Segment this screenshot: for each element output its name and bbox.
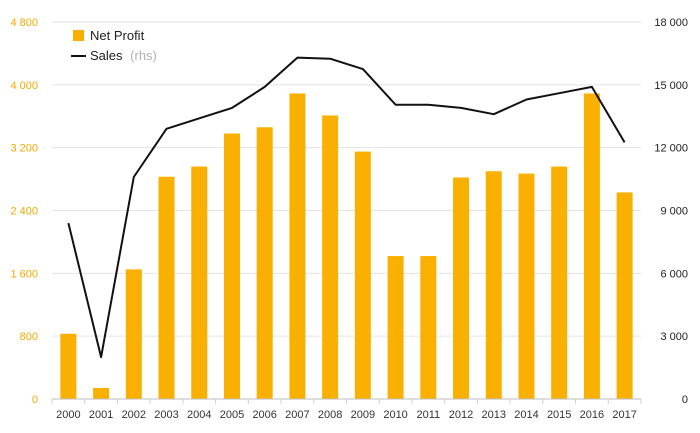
bar-net-profit-2014 xyxy=(518,173,535,399)
bar-net-profit-2003 xyxy=(158,176,175,399)
y-left-tick-label-0: 0 xyxy=(32,394,38,406)
y-right-tick-label-3: 9 000 xyxy=(660,206,688,218)
x-tick-label-2000: 2000 xyxy=(56,409,80,421)
y-left-tick-label-5: 4 000 xyxy=(10,80,38,92)
x-tick-label-2012: 2012 xyxy=(449,409,473,421)
gridlines xyxy=(52,21,641,400)
x-tick-label-2016: 2016 xyxy=(580,409,604,421)
x-tick-label-2002: 2002 xyxy=(122,409,146,421)
x-tick-label-2015: 2015 xyxy=(547,409,571,421)
bar-net-profit-2005 xyxy=(223,133,240,399)
legend-label-sales-suffix: (rhs) xyxy=(130,48,157,63)
sales-line xyxy=(67,56,626,359)
bar-net-profit-2004 xyxy=(191,166,208,399)
x-tick-label-2010: 2010 xyxy=(383,409,407,421)
y-right-tick-label-5: 15 000 xyxy=(654,80,688,92)
bar-net-profit-2010 xyxy=(387,256,404,399)
x-tick-label-2008: 2008 xyxy=(318,409,342,421)
x-tick-label-2007: 2007 xyxy=(285,409,309,421)
bar-net-profit-2011 xyxy=(420,256,437,399)
bar-net-profit-2013 xyxy=(485,171,502,399)
bar-net-profit-2012 xyxy=(453,177,470,399)
bar-net-profit-2007 xyxy=(289,93,306,400)
y-left-tick-label-3: 2 400 xyxy=(10,206,38,218)
x-tick-label-2005: 2005 xyxy=(220,409,244,421)
x-tick-label-2017: 2017 xyxy=(612,409,636,421)
legend-label-sales: Sales (rhs) xyxy=(90,48,157,63)
y-left-tick-label-4: 3 200 xyxy=(10,143,38,155)
y-left-tick-label-6: 4 800 xyxy=(10,17,38,29)
x-tick-label-2006: 2006 xyxy=(252,409,276,421)
x-tick-label-2001: 2001 xyxy=(89,409,113,421)
axes: 2000 2001 2002 2003 2004 2005 2006 2007 2008 2009… xyxy=(10,17,688,421)
y-left-tick-label-1: 800 xyxy=(20,331,38,343)
bar-net-profit-2008 xyxy=(322,115,339,399)
bar-net-profit-2015 xyxy=(551,166,568,399)
bar-net-profit-2000 xyxy=(60,333,77,399)
sales-line-group xyxy=(67,56,626,359)
y-right-tick-label-0: 0 xyxy=(682,394,688,406)
legend: Net Profit Sales (rhs) xyxy=(71,28,157,63)
x-tick-label-2014: 2014 xyxy=(514,409,538,421)
y-right-tick-label-2: 6 000 xyxy=(660,268,688,280)
net-profit-bars xyxy=(60,93,633,400)
y-right-tick-label-6: 18 000 xyxy=(654,17,688,29)
legend-label-sales-name: Sales xyxy=(90,48,123,63)
bar-net-profit-2001 xyxy=(93,388,110,399)
y-left-tick-label-2: 1 600 xyxy=(10,268,38,280)
y-right-tick-label-1: 3 000 xyxy=(660,331,688,343)
x-tick-label-2003: 2003 xyxy=(154,409,178,421)
legend-swatch-net-profit xyxy=(73,30,84,41)
legend-label-net-profit: Net Profit xyxy=(90,28,145,43)
y-right-tick-label-4: 12 000 xyxy=(654,143,688,155)
x-tick-label-2004: 2004 xyxy=(187,409,211,421)
x-tick-label-2011: 2011 xyxy=(416,409,440,421)
bar-net-profit-2006 xyxy=(256,127,273,399)
bar-net-profit-2017 xyxy=(616,192,633,399)
bar-net-profit-2016 xyxy=(583,93,600,400)
x-tick-label-2013: 2013 xyxy=(482,409,506,421)
bar-net-profit-2009 xyxy=(354,151,371,399)
bar-net-profit-2002 xyxy=(125,269,142,399)
x-tick-label-2009: 2009 xyxy=(351,409,375,421)
